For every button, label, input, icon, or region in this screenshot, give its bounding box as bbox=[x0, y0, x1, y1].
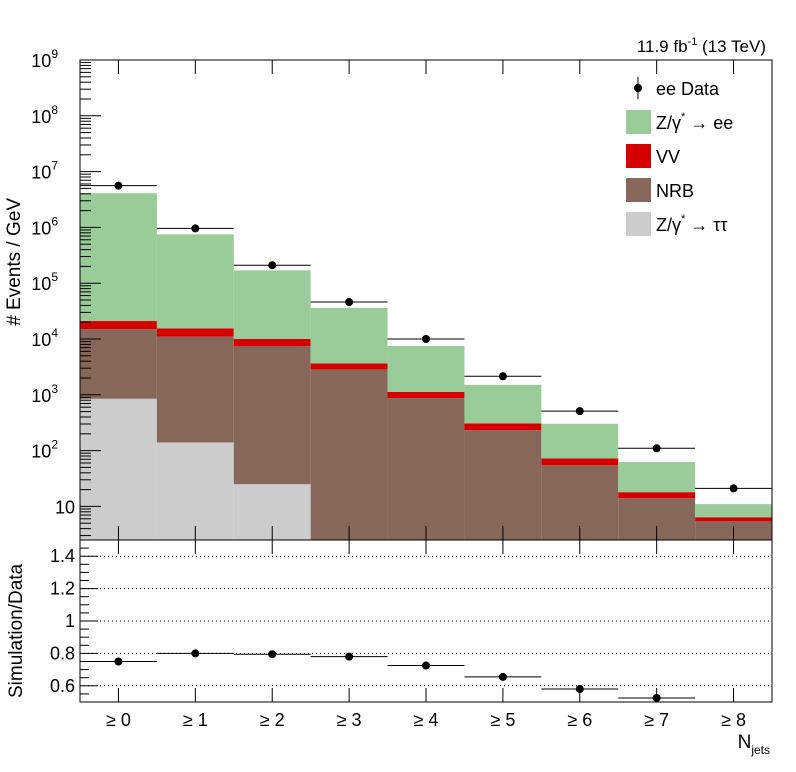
ratio-ytick-label-3: 1.2 bbox=[50, 579, 75, 599]
luminosity-label: 11.9 fb-1 (13 TeV) bbox=[637, 36, 766, 56]
bar-vv-7 bbox=[618, 492, 696, 499]
data-point-2 bbox=[268, 261, 277, 270]
x-category-labels: ≥ 0 ≥ 1 ≥ 2 ≥ 3 ≥ 4 ≥ 5 ≥ 6 ≥ 7 ≥ 8 bbox=[106, 710, 746, 730]
ratio-ytick-label-0: 0.6 bbox=[50, 676, 75, 696]
ratio-point-3 bbox=[345, 652, 354, 661]
bar-nrb-1 bbox=[156, 336, 234, 443]
main-ytick-label-6: 107 bbox=[31, 159, 58, 183]
ratio-y-axis-label: Simulation/Data bbox=[6, 563, 27, 698]
ratio-point-4 bbox=[422, 661, 430, 670]
bar-nrb-0 bbox=[80, 329, 157, 399]
bar-zee-3 bbox=[310, 307, 388, 364]
main-y-axis-label: # Events / GeV bbox=[4, 198, 25, 326]
bar-vv-3 bbox=[310, 363, 388, 370]
x-axis-label: Njets bbox=[738, 732, 770, 757]
x-category-label-7: ≥ 7 bbox=[644, 710, 669, 730]
legend-swatch-ztt bbox=[626, 212, 651, 236]
data-point-4 bbox=[422, 335, 430, 344]
bar-nrb-4 bbox=[387, 398, 465, 540]
legend: ee Data Z/γ* → ee VV NRB Z/γ* → ττ bbox=[626, 77, 733, 236]
bar-ztt-0 bbox=[80, 398, 157, 540]
data-point-3 bbox=[345, 298, 354, 307]
ratio-ytick-label-2: 1 bbox=[65, 611, 75, 631]
bar-zee-8 bbox=[695, 504, 772, 518]
x-category-label-8: ≥ 8 bbox=[721, 710, 746, 730]
bar-zee-7 bbox=[618, 461, 696, 493]
data-point-1 bbox=[191, 224, 200, 233]
main-ytick-label-8: 109 bbox=[31, 47, 58, 71]
main-ytick-label-3: 104 bbox=[31, 326, 58, 350]
bar-zee-6 bbox=[541, 423, 619, 459]
main-ytick-label-2: 103 bbox=[31, 382, 58, 406]
main-ytick-label-0: 10 bbox=[55, 497, 75, 517]
data-point-6 bbox=[575, 407, 584, 416]
x-category-label-3: ≥ 3 bbox=[337, 710, 362, 730]
data-point-7 bbox=[652, 444, 661, 453]
legend-label-nrb: NRB bbox=[656, 181, 694, 201]
main-data-points bbox=[80, 181, 772, 493]
ratio-data-points bbox=[80, 649, 696, 702]
main-ytick-label-5: 106 bbox=[31, 214, 58, 238]
x-category-label-4: ≥ 4 bbox=[414, 710, 439, 730]
legend-swatch-vv bbox=[626, 144, 651, 168]
x-category-label-6: ≥ 6 bbox=[567, 710, 592, 730]
main-stack-bars bbox=[80, 193, 772, 540]
legend-label-zee: Z/γ* → ee bbox=[656, 111, 733, 133]
bar-zee-1 bbox=[156, 234, 234, 329]
bar-nrb-2 bbox=[233, 345, 311, 485]
bar-vv-6 bbox=[541, 458, 619, 466]
ratio-y-ticks: 0.6 0.8 1 1.2 1.4 bbox=[50, 539, 98, 703]
x-category-label-5: ≥ 5 bbox=[490, 710, 515, 730]
ratio-point-5 bbox=[498, 672, 507, 681]
main-y-ticks: 10 102 103 104 105 106 107 108 109 bbox=[31, 47, 101, 537]
ratio-point-0 bbox=[114, 657, 123, 666]
legend-swatch-nrb bbox=[626, 178, 651, 202]
legend-label-vv: VV bbox=[656, 147, 680, 167]
bar-nrb-3 bbox=[310, 369, 388, 540]
bar-vv-2 bbox=[233, 339, 311, 346]
bar-nrb-5 bbox=[464, 430, 542, 540]
bar-vv-4 bbox=[387, 392, 465, 399]
ratio-x-ticks bbox=[117, 540, 735, 702]
ratio-gridlines bbox=[80, 555, 772, 687]
bar-zee-2 bbox=[233, 270, 311, 340]
bar-ztt-1 bbox=[156, 442, 234, 540]
x-category-label-0: ≥ 0 bbox=[106, 710, 131, 730]
ratio-point-2 bbox=[268, 650, 277, 659]
bar-vv-1 bbox=[156, 328, 234, 337]
main-ytick-label-7: 108 bbox=[31, 103, 58, 127]
data-point-5 bbox=[498, 372, 507, 381]
bar-vv-8 bbox=[695, 517, 772, 522]
bar-zee-0 bbox=[80, 193, 157, 322]
x-category-label-1: ≥ 1 bbox=[183, 710, 208, 730]
main-ytick-label-4: 105 bbox=[31, 270, 58, 294]
bar-vv-0 bbox=[80, 321, 157, 330]
ratio-ytick-label-1: 0.8 bbox=[50, 643, 75, 663]
bar-vv-5 bbox=[464, 423, 542, 431]
bar-zee-4 bbox=[387, 345, 465, 393]
x-category-label-2: ≥ 2 bbox=[260, 710, 285, 730]
data-point-0 bbox=[114, 181, 123, 190]
main-x-ticks bbox=[117, 60, 735, 540]
ratio-point-1 bbox=[191, 649, 200, 658]
legend-label-ztt: Z/γ* → ττ bbox=[656, 213, 728, 235]
data-point-8 bbox=[729, 484, 738, 493]
legend-swatch-zee bbox=[626, 110, 651, 134]
legend-label-data: ee Data bbox=[656, 79, 720, 99]
bar-zee-5 bbox=[464, 384, 542, 424]
ratio-ytick-label-4: 1.4 bbox=[50, 546, 75, 566]
main-ytick-label-1: 102 bbox=[31, 438, 58, 462]
